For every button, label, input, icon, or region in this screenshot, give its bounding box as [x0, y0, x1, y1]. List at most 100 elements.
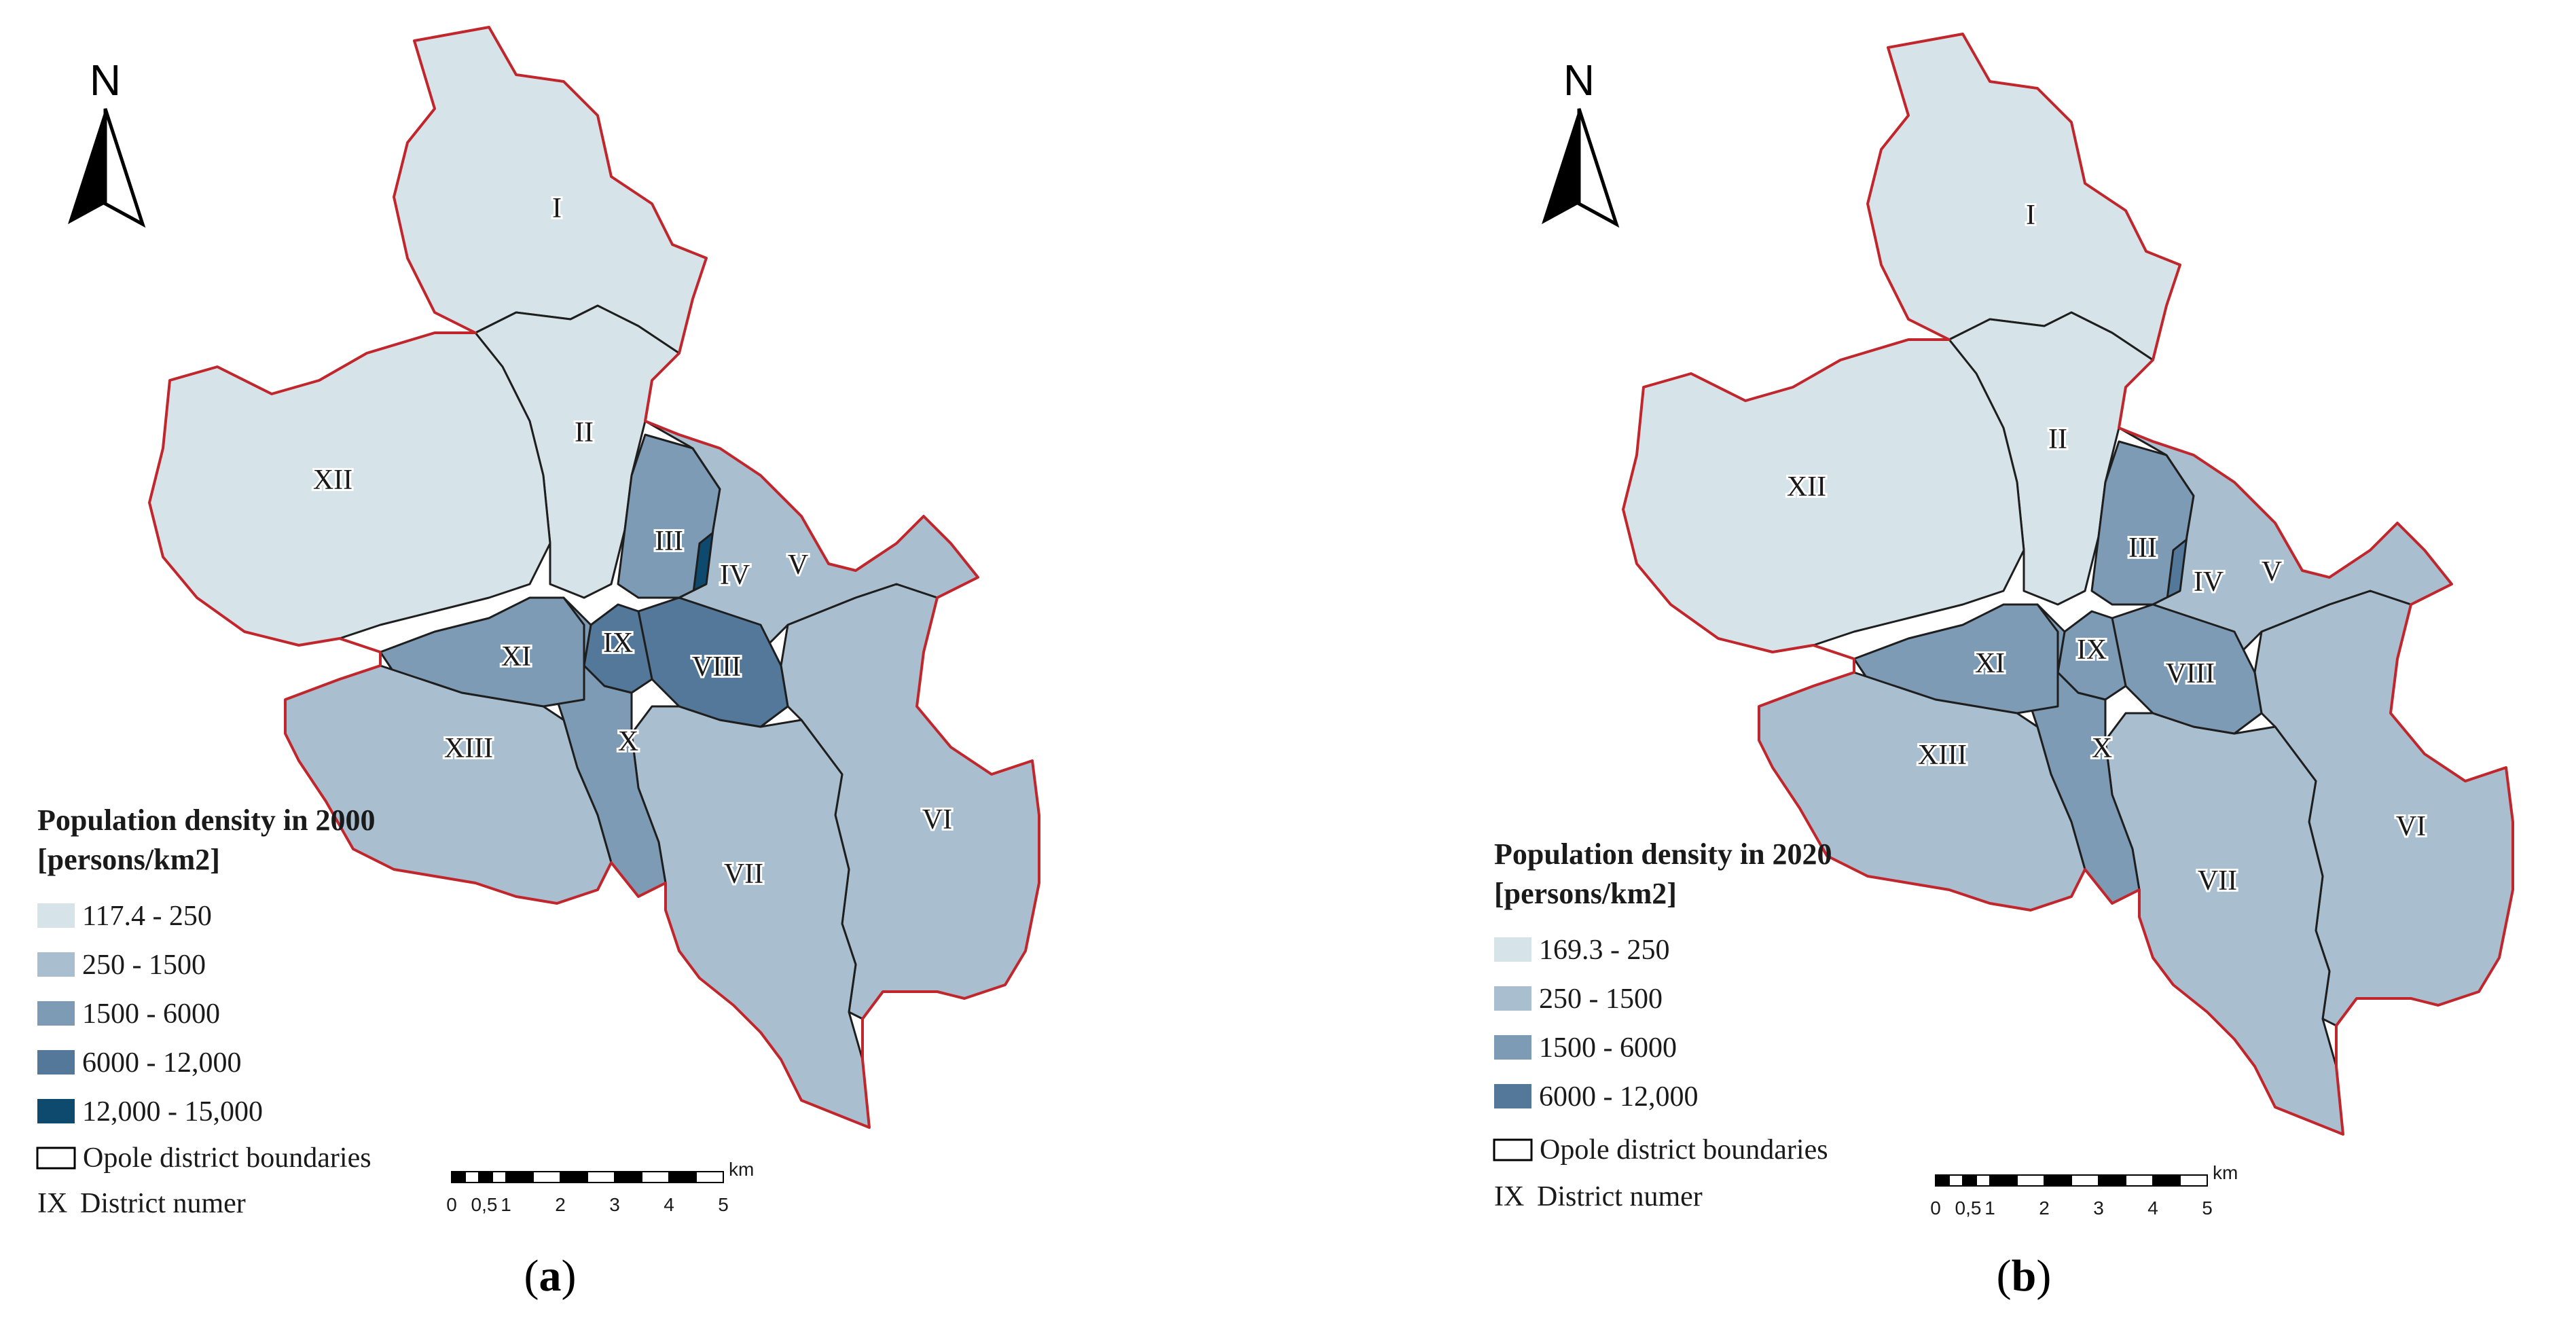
boundary-swatch [1493, 1138, 1533, 1161]
district-label-ii: II [575, 417, 594, 448]
north-label: N [1563, 56, 1595, 105]
legend-class-label: 1500 - 6000 [82, 998, 220, 1030]
district-label-iv: IV [2194, 566, 2224, 598]
district-label-xiii: XIII [444, 733, 493, 764]
city-outline [1622, 33, 2514, 1136]
caption-close: ) [562, 1251, 577, 1301]
legend-title-line2: [persons/km2] [1494, 877, 1677, 910]
district-label-iii: III [2128, 533, 2157, 564]
scale-tick-label: 3 [2093, 1197, 2104, 1219]
district-number-key: IX [1494, 1181, 1524, 1212]
district-label-viii: VIII [692, 651, 741, 683]
scale-segment [532, 1171, 561, 1183]
boundaries-label: Opole district boundaries [83, 1142, 371, 1174]
legend-class-label: 12,000 - 15,000 [82, 1096, 263, 1127]
legend-swatch [1494, 1035, 1531, 1060]
legend-swatch [37, 903, 75, 928]
district-label-vii: VII [724, 859, 763, 890]
scale-segment [492, 1171, 507, 1183]
scale-segment [1989, 1174, 2018, 1187]
legend-class-label: 6000 - 12,000 [82, 1047, 242, 1079]
scale-segment [2016, 1174, 2045, 1187]
scale-segment [465, 1171, 479, 1183]
caption-close: ) [2036, 1251, 2051, 1301]
scale-tick-label: 5 [718, 1194, 729, 1215]
district-label-ix: IX [2077, 634, 2107, 666]
north-arrow-icon: N [68, 56, 146, 228]
district-label-xii: XII [1787, 471, 1826, 503]
scale-segment [560, 1171, 588, 1183]
scale-unit: km [729, 1159, 754, 1180]
legend-b: Population density in 2020 [persons/km2]… [1493, 837, 1832, 1212]
legend-class-label: 250 - 1500 [82, 950, 206, 981]
scale-segment [614, 1171, 642, 1183]
legend-swatch [1494, 937, 1531, 962]
north-label: N [90, 56, 121, 105]
district-label-xi: XI [501, 641, 531, 672]
scale-segment [695, 1171, 724, 1183]
legend-swatch [37, 1050, 75, 1075]
legend-swatch [1494, 986, 1531, 1011]
scale-segment [451, 1171, 466, 1183]
legend-a: Population density in 2000 [persons/km2]… [36, 804, 376, 1219]
scale-segment [2179, 1174, 2208, 1187]
legend-classes-b: 169.3 - 250 250 - 1500 1500 - 6000 6000 - 1… [1494, 935, 1699, 1113]
scale-bar-a: 0 0,5 1 2 3 4 5km [446, 1159, 754, 1215]
scale-tick-label: 1 [1984, 1197, 1995, 1219]
district-number-label: District numer [80, 1188, 246, 1219]
district-label-xii: XII [313, 465, 352, 496]
scale-segment [1935, 1174, 1950, 1187]
district-i [393, 26, 708, 355]
scale-tick-label: 0 [1930, 1197, 1941, 1219]
legend-swatch [37, 1001, 75, 1026]
scale-tick-label: 1 [501, 1194, 511, 1215]
scale-segment [505, 1171, 534, 1183]
district-label-vi: VI [922, 804, 952, 835]
scale-segment [587, 1171, 615, 1183]
district-label-i: I [552, 193, 562, 224]
district-label-x: X [2092, 733, 2112, 764]
scale-tick-label: 2 [555, 1194, 566, 1215]
district-label-viii: VIII [2166, 658, 2215, 689]
caption-open: ( [524, 1251, 539, 1301]
scale-segment [478, 1171, 493, 1183]
caption-open: ( [1997, 1251, 2012, 1301]
scale-segment [2152, 1174, 2181, 1187]
scale-tick-label: 4 [2147, 1197, 2158, 1219]
legend-class-label: 6000 - 12,000 [1539, 1081, 1699, 1113]
north-arrow-icon: N [1542, 56, 1620, 228]
district-number-key: IX [37, 1188, 67, 1219]
scale-tick-label: 0,5 [1955, 1197, 1982, 1219]
scale-unit: km [2213, 1162, 2238, 1183]
district-label-ix: IX [603, 628, 633, 659]
scale-segment [1976, 1174, 1991, 1187]
scale-segment [668, 1171, 697, 1183]
district-label-xiii: XIII [1918, 740, 1967, 771]
legend-title-line2: [persons/km2] [37, 843, 220, 876]
scale-segment [1962, 1174, 1977, 1187]
legend-class-label: 117.4 - 250 [82, 901, 212, 932]
scale-tick-label: 3 [609, 1194, 620, 1215]
legend-classes-a: 117.4 - 250 250 - 1500 1500 - 6000 6000 - 1… [37, 901, 263, 1127]
legend-class-label: 169.3 - 250 [1539, 935, 1670, 966]
legend-class-label: 1500 - 6000 [1539, 1032, 1677, 1064]
district-label-v: V [2262, 556, 2282, 588]
scale-segment [641, 1171, 670, 1183]
caption-a: (a) [524, 1251, 577, 1301]
caption-letter: b [2012, 1251, 2037, 1301]
scale-tick-label: 0 [446, 1194, 457, 1215]
boundaries-label: Opole district boundaries [1540, 1134, 1828, 1166]
legend-title-line1: Population density in 2020 [1494, 837, 1832, 871]
district-label-vii: VII [2198, 865, 2237, 897]
legend-swatch [1494, 1084, 1531, 1108]
scale-tick-label: 5 [2202, 1197, 2213, 1219]
city-outline [148, 26, 1040, 1129]
scale-tick-label: 4 [664, 1194, 674, 1215]
caption-letter: a [539, 1251, 562, 1301]
